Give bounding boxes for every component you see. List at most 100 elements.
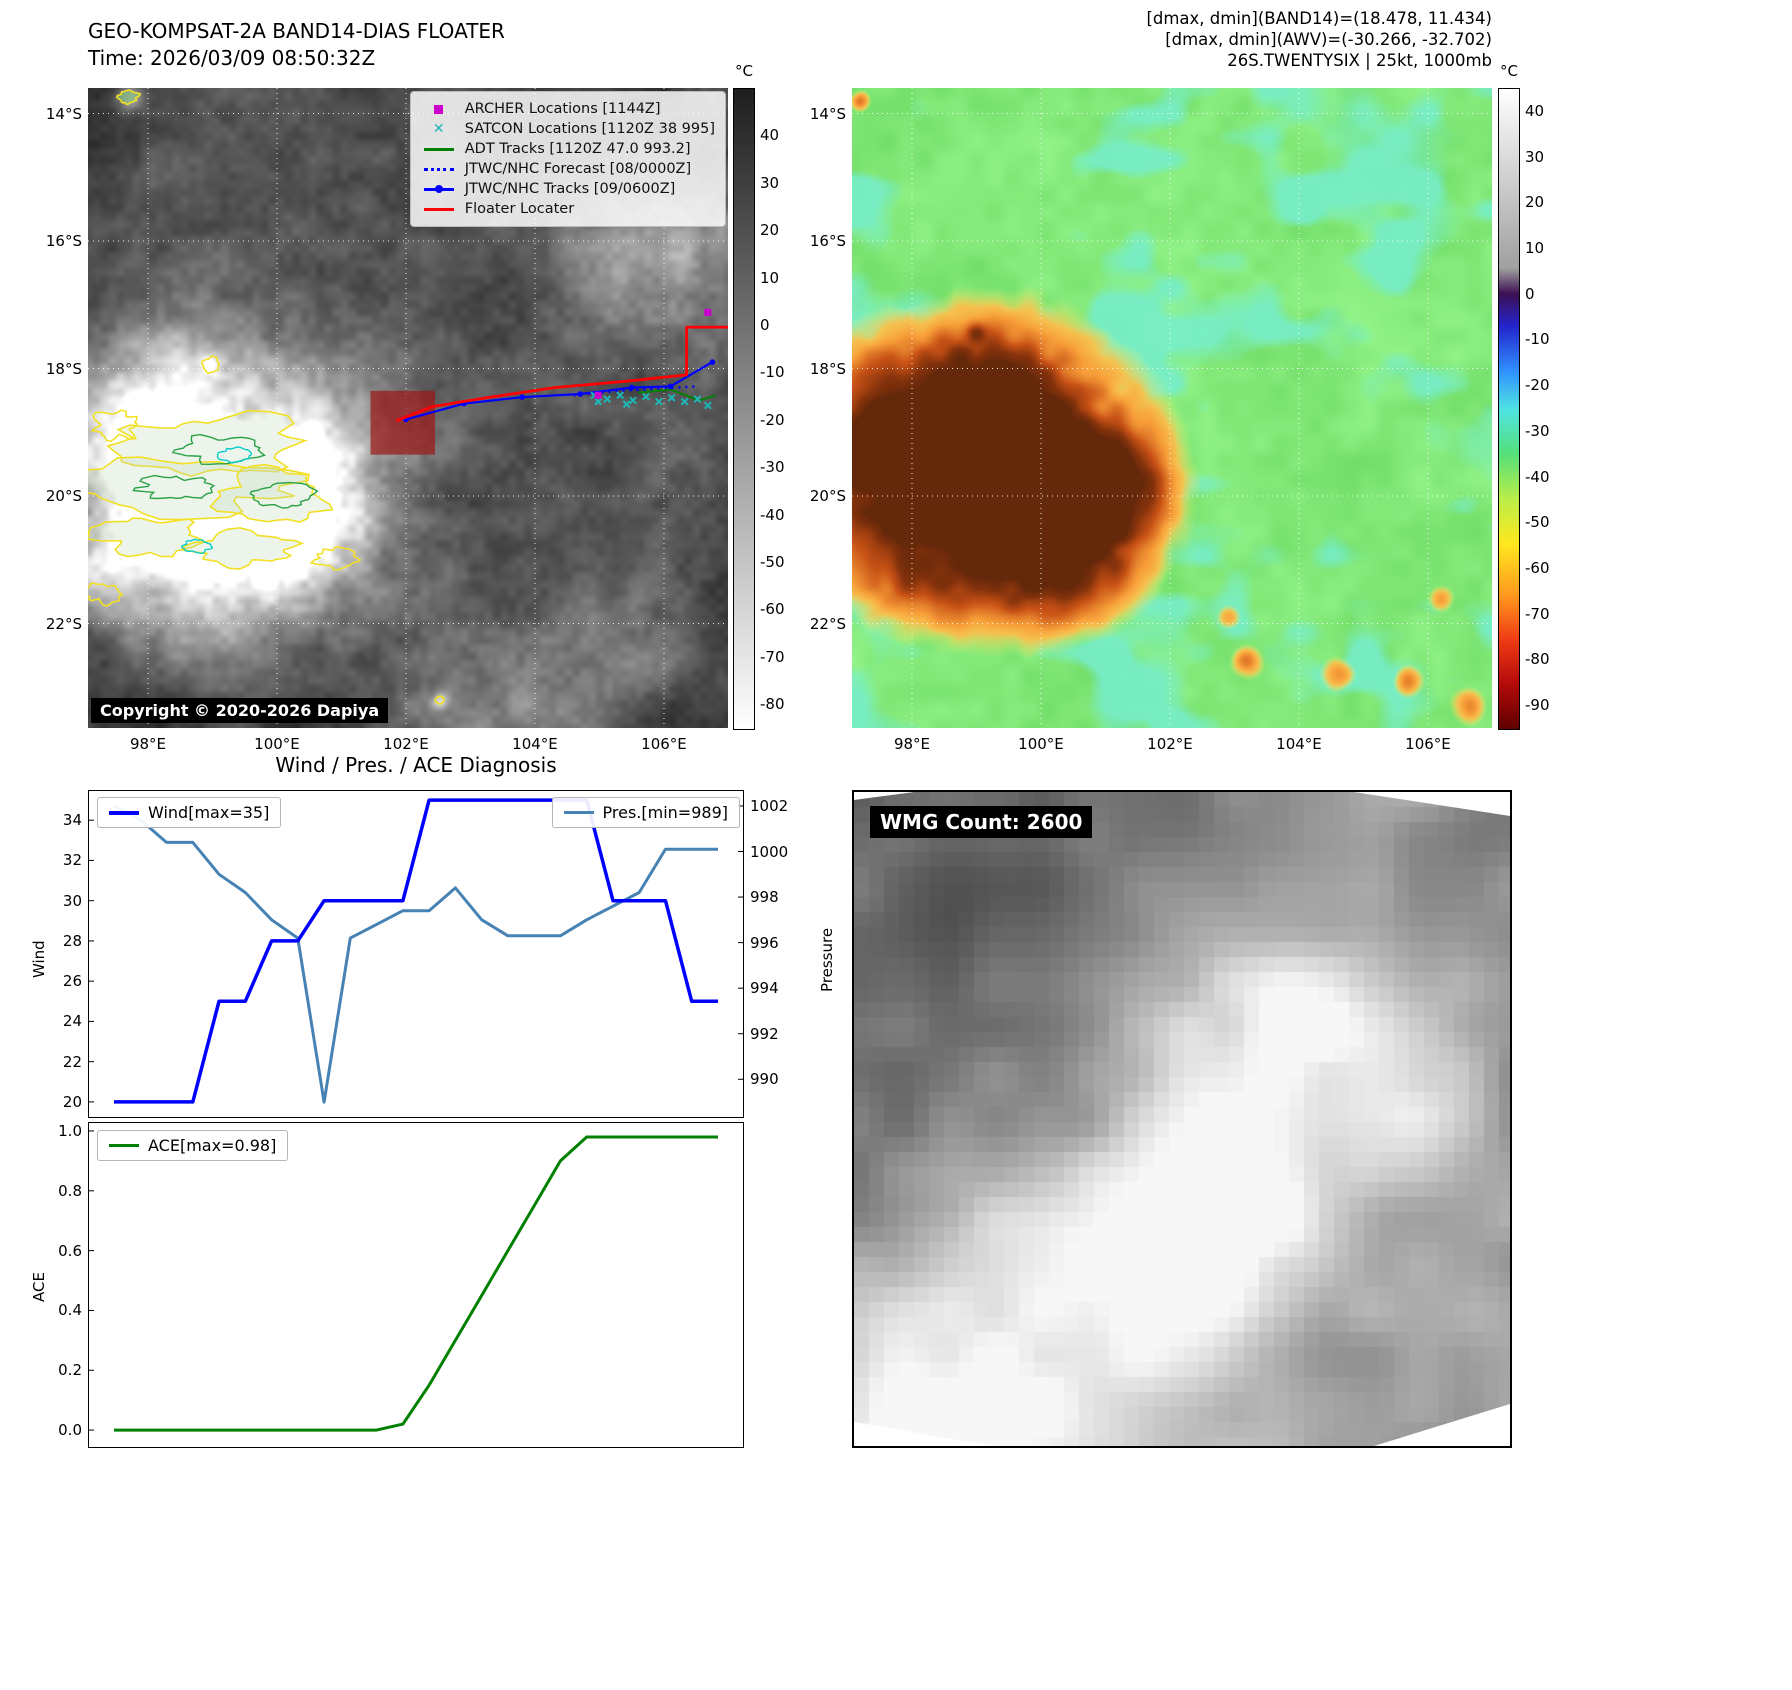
tick-label: 22°S [809, 614, 846, 633]
tick-label: 106°E [1405, 735, 1451, 753]
copyright-label: Copyright © 2020-2026 Dapiya [91, 698, 389, 723]
tick-label: 10 [1525, 239, 1545, 257]
red-line-icon [421, 207, 457, 211]
legend-label: ARCHER Locations [1144Z] [464, 101, 661, 117]
series-left [114, 798, 718, 1104]
image-warp-edge [854, 792, 914, 800]
tick-label: 992 [750, 1024, 779, 1043]
tick-label: 16°S [809, 232, 846, 250]
jtwc-track-point [519, 394, 525, 401]
tick-label: -90 [1525, 696, 1550, 715]
series-right [113, 804, 718, 1104]
archer-marker-icon [421, 104, 457, 114]
satcon-x-marker [594, 397, 603, 406]
tick-label: -10 [1525, 330, 1550, 349]
satcon-x-marker [603, 395, 612, 404]
tick-label: 28 [62, 931, 82, 950]
tick-label: 20 [760, 221, 780, 240]
wmg-panel: WMG Count: 2600 [852, 790, 1512, 1448]
tick-label: -80 [1525, 650, 1550, 669]
satcon-x-marker [667, 393, 676, 402]
image-warp-edge [1374, 1404, 1510, 1446]
awv-colorbar [1498, 88, 1520, 730]
tick-label: 0 [760, 316, 770, 335]
tick-label: 998 [750, 888, 779, 907]
ace-legend-label: ACE[max=0.98] [148, 1136, 277, 1155]
tick-label: 0.4 [58, 1301, 82, 1320]
convection-contours [88, 89, 446, 705]
dotted-line-icon [421, 167, 457, 171]
legend-row-adt: ADT Tracks [1120Z 47.0 993.2] [421, 139, 715, 159]
yellow-contour [88, 456, 311, 521]
tick-label: 100°E [1018, 735, 1064, 753]
tick-label: 40 [760, 126, 780, 145]
tick-label: -40 [760, 505, 785, 524]
tick-label: -40 [1525, 467, 1550, 486]
legend-row-tracks: JTWC/NHC Tracks [09/0600Z] [421, 179, 715, 199]
tick-label: 990 [750, 1070, 779, 1089]
tick-label: -70 [760, 647, 785, 666]
tick-label: 14°S [809, 104, 846, 123]
tick-label: -10 [760, 363, 785, 382]
tick-label: 10 [760, 268, 780, 287]
x-marker-icon: ✕ [432, 121, 445, 137]
tick-label: -50 [1525, 513, 1550, 532]
tick-label: 30 [1525, 147, 1545, 166]
legend-label: Floater Locater [464, 201, 575, 217]
yellow-contour [209, 463, 334, 523]
satcon-x-marker [622, 400, 631, 409]
yellow-contour [434, 695, 446, 705]
wmg-overlay [854, 792, 1510, 1446]
yellow-contour [309, 545, 362, 571]
diagnosis-title: Wind / Pres. / ACE Diagnosis [275, 753, 557, 777]
wind-pressure-chart: Wind[max=35] Pres.[min=989] [88, 790, 744, 1118]
ace-legend: ACE[max=0.98] [97, 1130, 289, 1161]
tick-label: 0 [1525, 284, 1535, 303]
tick-label: 22 [62, 1052, 82, 1071]
legend-label: JTWC/NHC Forecast [08/0000Z] [464, 161, 692, 177]
tick-label: 26 [62, 972, 82, 991]
ace-series [114, 1135, 718, 1432]
legend-row-forecast: JTWC/NHC Forecast [08/0000Z] [421, 159, 715, 179]
ir-colorbar [733, 88, 755, 730]
ir-colorbar-unit: °C [735, 62, 753, 80]
ir-panel-title: GEO-KOMPSAT-2A BAND14-DIAS FLOATER Time:… [88, 18, 505, 72]
green-line-icon [421, 147, 457, 151]
ir-title-line2: Time: 2026/03/09 08:50:32Z [88, 46, 376, 70]
satcon-x-marker [616, 391, 625, 400]
wmg-count-label: WMG Count: 2600 [870, 806, 1093, 838]
tick-label: -60 [760, 600, 785, 619]
tick-label: -30 [760, 458, 785, 477]
awv-header: [dmax, dmin](BAND14)=(18.478, 11.434) [d… [852, 8, 1492, 71]
awv-header-line3: 26S.TWENTYSIX | 25kt, 1000mb [1227, 51, 1492, 70]
jtwc-track-point [667, 383, 674, 390]
legend-row-archer: ARCHER Locations [1144Z] [421, 99, 715, 119]
legend-label: ADT Tracks [1120Z 47.0 993.2] [464, 141, 691, 157]
tick-label: -30 [1525, 421, 1550, 440]
wmg-image [854, 792, 1510, 1446]
legend-row-satcon: ✕ SATCON Locations [1120Z 38 995] [421, 119, 715, 139]
ace-chart: ACE[max=0.98] [88, 1122, 744, 1448]
adt-track [638, 388, 716, 402]
tick-label: 20 [62, 1092, 82, 1111]
tick-label: 0.6 [58, 1241, 82, 1260]
awv-header-line1: [dmax, dmin](BAND14)=(18.478, 11.434) [1146, 9, 1492, 28]
ir-map: ARCHER Locations [1144Z] ✕ SATCON Locati… [88, 88, 728, 728]
green-contour [249, 481, 319, 509]
tick-label: 18°S [809, 359, 846, 378]
tick-label: 32 [62, 851, 82, 870]
tick-label: -80 [760, 695, 785, 714]
yellow-contour [88, 517, 207, 558]
tick-label: 16°S [45, 232, 82, 250]
ace-line-icon [109, 1144, 139, 1147]
awv-map-overlay [852, 88, 1492, 728]
tick-label: 102°E [383, 735, 429, 753]
tick-label: 0.2 [58, 1361, 82, 1380]
jtwc-track-point [709, 359, 716, 365]
tick-label: 20°S [809, 487, 846, 505]
tick-label: 100°E [254, 735, 300, 753]
yellow-contour [115, 89, 142, 106]
tick-label: 30 [760, 173, 780, 192]
wind-legend: Wind[max=35] [97, 797, 282, 828]
tick-label: -20 [760, 410, 785, 429]
